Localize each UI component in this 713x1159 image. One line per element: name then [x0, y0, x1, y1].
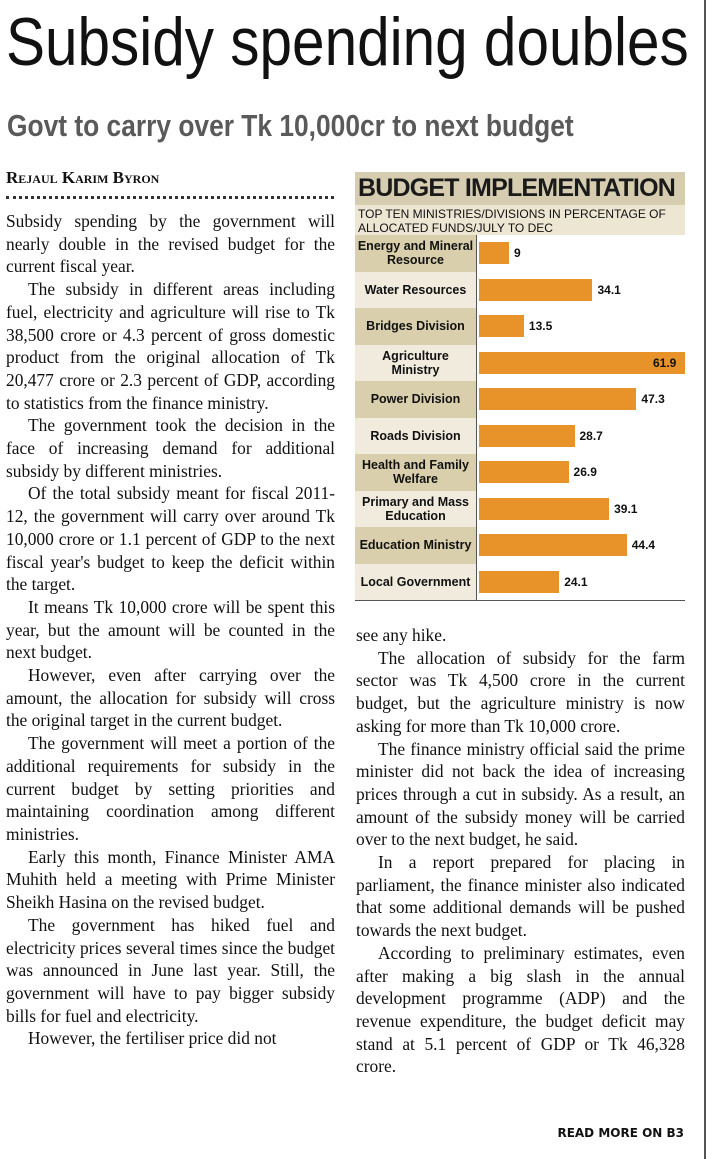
bar-row: Primary and Mass Education 39.1 — [355, 490, 685, 527]
paragraph: The government took the decision in the … — [6, 415, 335, 481]
category-label: Health and Family Welfare — [355, 454, 477, 491]
value-label: 13.5 — [528, 319, 553, 333]
value-label: 24.1 — [564, 574, 588, 589]
paragraph: Of the total subsidy meant for fiscal 20… — [6, 483, 335, 595]
bar — [479, 242, 509, 264]
bar — [479, 278, 593, 301]
paragraph: However, even after carrying over the am… — [6, 665, 335, 731]
separator — [6, 196, 334, 199]
paragraph: Subsidy spending by the government will … — [6, 211, 335, 277]
value-label: 26.9 — [573, 465, 597, 479]
paragraph: The finance ministry official said the p… — [356, 738, 685, 850]
bar — [479, 424, 575, 447]
byline: Rejaul Karim Byron — [6, 168, 160, 187]
value-label: 44.4 — [631, 538, 656, 552]
bar-row: Bridges Division 13.5 — [355, 308, 685, 345]
right-column: see any hike. The allocation of subsidy f… — [356, 624, 685, 1124]
category-label: Energy and Mineral Resource — [355, 235, 477, 272]
bar — [479, 570, 560, 593]
category-label: Bridges Division — [355, 308, 477, 345]
read-more: READ MORE ON B3 — [557, 1126, 684, 1140]
bar-row: Local Government 24.1 — [355, 563, 685, 600]
category-label: Education Ministry — [355, 527, 477, 564]
paragraph: The government has hiked fuel and electr… — [6, 914, 335, 1026]
value-label: 61.9 — [653, 355, 677, 370]
value-label: 47.3 — [641, 392, 665, 406]
bar-row: Health and Family Welfare 26.9 — [355, 454, 685, 491]
chart: BUDGET IMPLEMENTATION TOP TEN MINISTRIES… — [355, 172, 685, 601]
value-label: 39.1 — [614, 501, 638, 516]
category-label: Water Resources — [355, 271, 477, 308]
bar — [479, 461, 569, 483]
paragraph: However, the fertiliser price did not — [28, 1028, 277, 1049]
paragraph: The government will meet a portion of th… — [6, 733, 335, 844]
bar-row: Water Resources 34.1 — [355, 271, 685, 308]
chart-rows: Energy and Mineral Resource 9 Water Resour… — [355, 235, 685, 601]
bar-row: Agriculture Ministry 61.9 — [355, 344, 685, 381]
bar-row: Roads Division 28.7 — [355, 417, 685, 454]
category-label: Local Government — [355, 563, 477, 600]
chart-subtitle: TOP TEN MINISTRIES/DIVISIONS IN PERCENTA… — [355, 205, 685, 235]
paragraph: see any hike. — [356, 625, 447, 645]
bar-row: Education Ministry 44.4 — [355, 527, 685, 564]
bar — [479, 315, 524, 337]
paragraph: The subsidy in different areas including… — [6, 279, 335, 413]
value-label: 9 — [513, 246, 521, 260]
bar — [479, 351, 685, 374]
bar-row: Power Division 47.3 — [355, 381, 685, 418]
value-label: 34.1 — [597, 282, 621, 297]
left-column: Subsidy spending by the government will … — [6, 210, 335, 1145]
bar — [479, 534, 627, 556]
paragraph: In a report prepared for placing in parl… — [356, 852, 685, 941]
paragraph: Early this month, Finance Minister AMA M… — [6, 846, 335, 913]
value-label: 28.7 — [579, 428, 603, 443]
bar — [479, 388, 637, 410]
subheadline: Govt to carry over Tk 10,000cr to next b… — [7, 108, 574, 143]
category-label: Roads Division — [355, 417, 477, 454]
chart-title: BUDGET IMPLEMENTATION — [355, 172, 685, 205]
category-label: Agriculture Ministry — [355, 344, 477, 381]
category-label: Power Division — [355, 381, 477, 418]
bar-row: Energy and Mineral Resource 9 — [355, 235, 685, 272]
category-label: Primary and Mass Education — [355, 490, 477, 527]
headline: Subsidy spending doubles — [6, 4, 689, 80]
column-rule — [704, 0, 706, 1159]
paragraph: The allocation of subsidy for the farm s… — [356, 647, 685, 736]
paragraph: According to preliminary estimates, even… — [356, 942, 685, 1077]
bar — [479, 497, 610, 520]
paragraph: It means Tk 10,000 crore will be spent t… — [6, 596, 335, 663]
